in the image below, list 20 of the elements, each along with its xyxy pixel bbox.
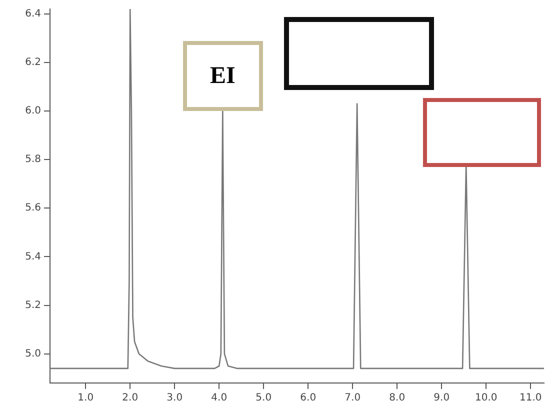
x-tick-label: 3.0 <box>166 392 183 404</box>
x-tick-label: 2.0 <box>122 392 138 404</box>
y-tick-label: 5.2 <box>25 300 41 311</box>
y-tick-label: 5.0 <box>25 348 41 360</box>
y-tick-label: 6.2 <box>25 57 41 68</box>
x-tick-label: 7.0 <box>344 392 361 404</box>
x-tick-label: 9.0 <box>434 392 450 404</box>
x-tick-label: 4.0 <box>211 392 228 404</box>
x-tick-label: 8.0 <box>389 392 406 404</box>
y-tick-label: 6.0 <box>25 106 41 117</box>
x-tick-label: 11.0 <box>520 392 542 404</box>
annotation: EI <box>182 41 263 111</box>
y-tick-label: 5.4 <box>25 251 41 262</box>
x-tick-label: 5.0 <box>256 392 272 404</box>
y-tick-label: 5.6 <box>25 202 41 214</box>
x-tick-label: 1.0 <box>78 392 94 404</box>
x-tick-label: 6.0 <box>300 392 316 404</box>
x-tick-label: 10.0 <box>475 392 498 404</box>
y-tick-label: 6.4 <box>25 8 41 20</box>
y-tick-label: 5.8 <box>25 154 41 166</box>
